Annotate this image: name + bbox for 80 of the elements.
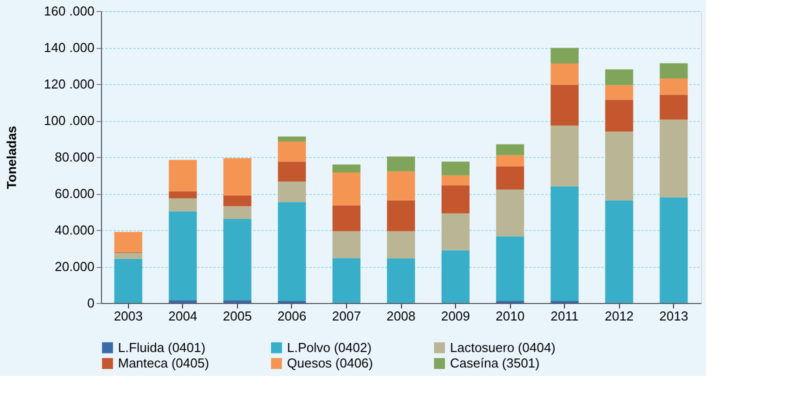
bar bbox=[223, 195, 252, 206]
bar bbox=[496, 189, 524, 236]
bar bbox=[496, 236, 524, 301]
bar bbox=[278, 136, 306, 142]
y-tick-label: 100 .000 bbox=[44, 113, 94, 128]
bar bbox=[168, 191, 197, 198]
bar bbox=[496, 155, 524, 166]
y-tick-label: 160 .000 bbox=[44, 4, 94, 18]
bar bbox=[387, 156, 415, 172]
bar bbox=[496, 144, 524, 156]
bar bbox=[442, 175, 470, 186]
bar bbox=[223, 300, 252, 303]
y-tick-label: 140 .000 bbox=[44, 40, 94, 55]
bar bbox=[332, 164, 360, 173]
x-tick-label: 2005 bbox=[222, 308, 252, 324]
bar bbox=[660, 94, 688, 120]
legend-label: Lactosuero (0404) bbox=[450, 340, 556, 355]
bar bbox=[550, 186, 579, 301]
bar bbox=[660, 120, 688, 198]
x-tick-label: 2013 bbox=[659, 308, 688, 324]
bar bbox=[114, 252, 142, 259]
bar bbox=[550, 126, 579, 186]
legend-label: Quesos (0406) bbox=[287, 356, 373, 370]
bar bbox=[605, 132, 634, 200]
bar bbox=[442, 213, 470, 250]
y-axis-title: Toneladas bbox=[4, 126, 19, 190]
bar bbox=[223, 206, 252, 220]
bar bbox=[278, 202, 306, 301]
legend-label: Manteca (0405) bbox=[118, 356, 210, 370]
bar bbox=[442, 250, 470, 303]
bar bbox=[605, 69, 634, 86]
bar bbox=[168, 198, 197, 212]
x-tick-label: 2006 bbox=[277, 308, 306, 324]
x-tick-label: 2007 bbox=[332, 308, 361, 324]
x-tick-label: 2012 bbox=[604, 308, 634, 324]
bar bbox=[168, 211, 197, 300]
bar bbox=[223, 158, 252, 196]
bar bbox=[332, 258, 360, 303]
y-tick-label: 20.000 bbox=[54, 259, 94, 274]
y-tick-label: 0 bbox=[87, 296, 94, 310]
bar bbox=[442, 185, 470, 214]
bar bbox=[278, 162, 306, 182]
bar bbox=[660, 197, 688, 303]
bar bbox=[387, 258, 415, 303]
bar bbox=[168, 300, 197, 303]
bar bbox=[114, 232, 142, 252]
y-tick-label: 40.000 bbox=[54, 222, 94, 238]
y-tick-label: 60.000 bbox=[54, 186, 94, 201]
bar bbox=[605, 100, 634, 132]
bar bbox=[332, 172, 360, 206]
legend-label: L.Fluida (0401) bbox=[118, 340, 206, 355]
y-tick-label: 120 .000 bbox=[44, 76, 94, 92]
bar bbox=[278, 141, 306, 162]
bar bbox=[550, 84, 579, 126]
x-tick-label: 2003 bbox=[114, 308, 143, 324]
bar bbox=[387, 200, 415, 232]
bar bbox=[550, 48, 579, 64]
bar bbox=[332, 205, 360, 232]
bar bbox=[223, 219, 252, 300]
y-tick-label: 80.000 bbox=[54, 150, 94, 164]
bar bbox=[387, 171, 415, 200]
x-tick-label: 2004 bbox=[168, 308, 198, 324]
bar bbox=[660, 63, 688, 79]
bar bbox=[114, 258, 142, 303]
legend-label: Caseína (3501) bbox=[450, 356, 540, 370]
legend-label: L.Polvo (0402) bbox=[287, 340, 372, 355]
bar bbox=[550, 64, 579, 85]
bar bbox=[168, 160, 197, 192]
x-tick-label: 2011 bbox=[550, 308, 579, 324]
bar bbox=[278, 181, 306, 202]
bar bbox=[387, 231, 415, 258]
x-tick-label: 2010 bbox=[496, 308, 525, 324]
bar bbox=[442, 162, 470, 176]
bar bbox=[332, 231, 360, 258]
bar bbox=[605, 85, 634, 100]
x-tick-label: 2009 bbox=[441, 308, 470, 324]
bar bbox=[660, 78, 688, 95]
bar bbox=[496, 166, 524, 190]
x-tick-label: 2008 bbox=[386, 308, 416, 324]
bar bbox=[605, 200, 634, 303]
